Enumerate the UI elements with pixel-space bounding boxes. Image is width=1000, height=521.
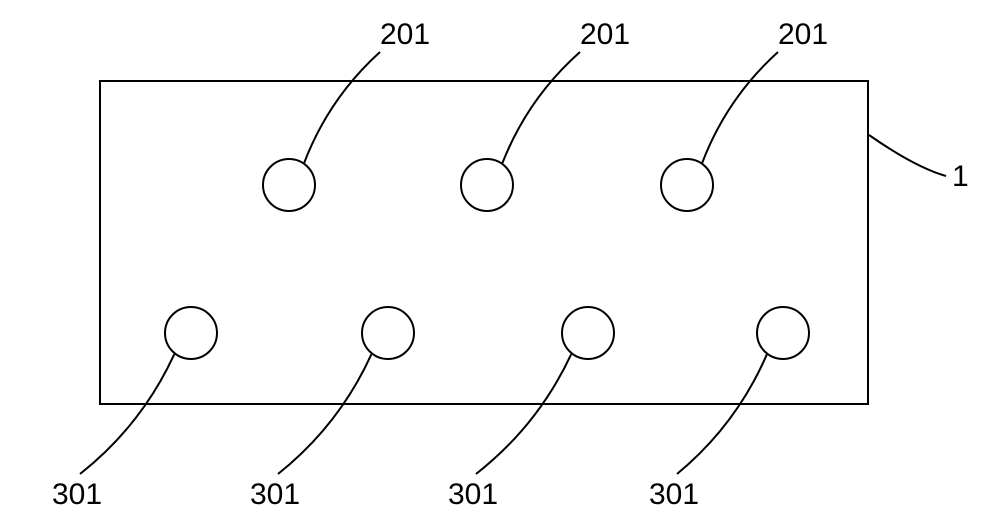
label-top-3: 201 xyxy=(778,18,828,52)
bottom-circle-4 xyxy=(756,306,810,360)
top-circle-3 xyxy=(660,158,714,212)
label-bot-1: 301 xyxy=(52,478,102,512)
label-top-2: 201 xyxy=(580,18,630,52)
label-bot-4: 301 xyxy=(649,478,699,512)
label-right: 1 xyxy=(952,160,969,194)
top-circle-1 xyxy=(262,158,316,212)
top-circle-2 xyxy=(460,158,514,212)
diagram-canvas: 201 201 201 1 301 301 301 301 xyxy=(0,0,1000,521)
label-bot-3: 301 xyxy=(448,478,498,512)
label-bot-2: 301 xyxy=(250,478,300,512)
bottom-circle-3 xyxy=(561,306,615,360)
bottom-circle-2 xyxy=(361,306,415,360)
label-top-1: 201 xyxy=(380,18,430,52)
bottom-circle-1 xyxy=(164,306,218,360)
main-rectangle xyxy=(99,80,869,405)
